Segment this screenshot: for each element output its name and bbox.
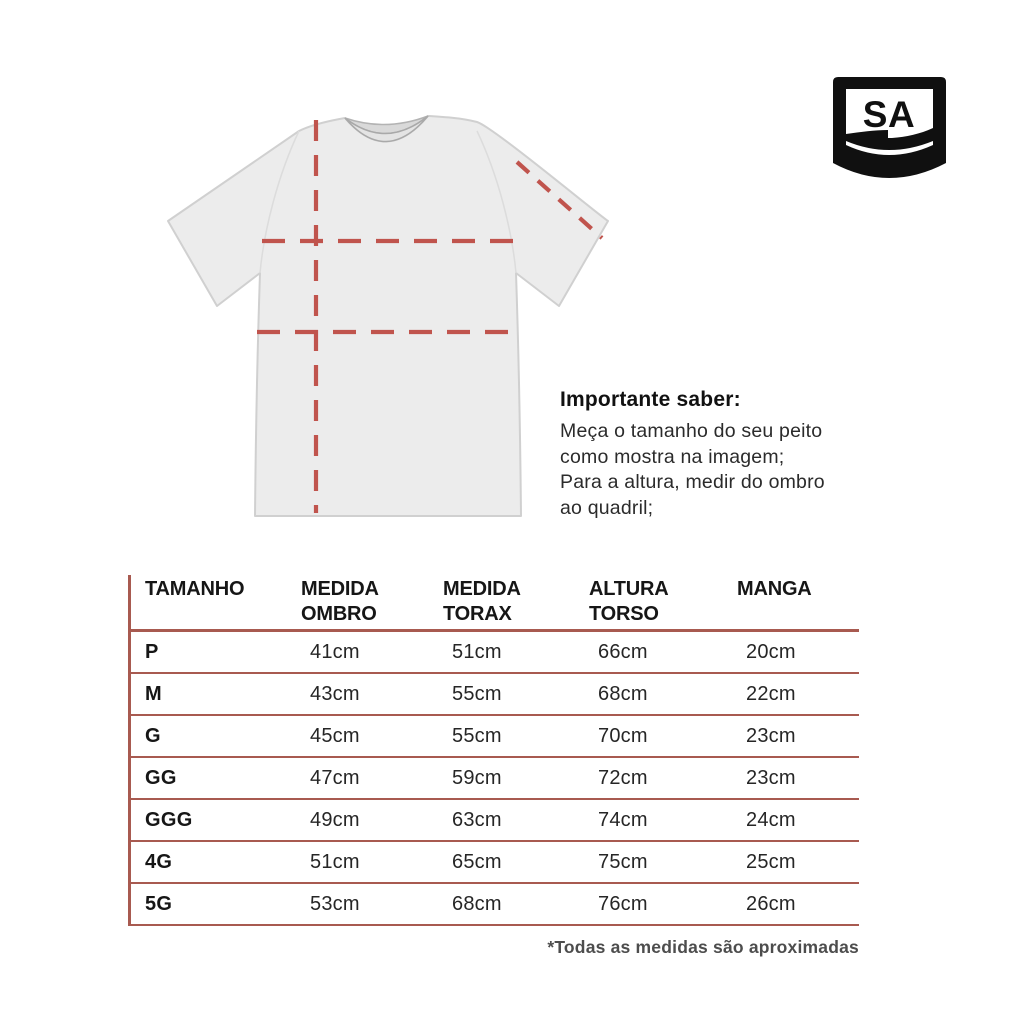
size-cell: 5G (145, 892, 173, 915)
tshirt-body (167, 115, 609, 517)
table-cell: 26cm (746, 892, 796, 915)
table-cell: 45cm (310, 724, 360, 747)
table-header-row: TAMANHO MEDIDA OMBRO MEDIDA TORAX ALTURA… (131, 575, 859, 632)
info-body: Meça o tamanho do seu peito como mostra … (560, 420, 825, 519)
table-cell: 41cm (310, 640, 360, 663)
column-header-medida-torax: MEDIDA TORAX (443, 578, 521, 625)
table-cell: 20cm (746, 640, 796, 663)
size-cell: G (145, 724, 161, 747)
table-cell: 65cm (452, 850, 502, 873)
size-cell: GG (145, 766, 177, 789)
info-block: Importante saber: Meça o tamanho do seu … (560, 388, 905, 521)
column-header-medida-ombro: MEDIDA OMBRO (301, 578, 379, 625)
table-cell: 24cm (746, 808, 796, 831)
table-cell: 74cm (598, 808, 648, 831)
table-cell: 51cm (452, 640, 502, 663)
table-cell: 70cm (598, 724, 648, 747)
table-cell: 23cm (746, 724, 796, 747)
table-cell: 63cm (452, 808, 502, 831)
footnote: *Todas as medidas são aproximadas (547, 937, 859, 957)
table-cell: 75cm (598, 850, 648, 873)
table-cell: 22cm (746, 682, 796, 705)
table-row-g: G 45cm 55cm 70cm 23cm (131, 716, 859, 758)
table-cell: 59cm (452, 766, 502, 789)
size-cell: M (145, 682, 162, 705)
table-cell: 55cm (452, 682, 502, 705)
table-cell: 66cm (598, 640, 648, 663)
table-row-ggg: GGG 49cm 63cm 74cm 24cm (131, 800, 859, 842)
table-cell: 55cm (452, 724, 502, 747)
column-header-tamanho: TAMANHO (145, 578, 245, 600)
sa-logo-swoosh (846, 128, 933, 150)
table-cell: 49cm (310, 808, 360, 831)
table-cell: 53cm (310, 892, 360, 915)
table-cell: 68cm (598, 682, 648, 705)
column-header-manga: MANGA (737, 578, 812, 600)
table-cell: 47cm (310, 766, 360, 789)
info-title: Importante saber: (560, 388, 741, 411)
table-cell: 25cm (746, 850, 796, 873)
table-row-p: P 41cm 51cm 66cm 20cm (131, 632, 859, 674)
tshirt-right-sleeve-seam (476, 130, 517, 274)
sleeve-length-measure-line (515, 160, 604, 240)
size-cell: 4G (145, 850, 173, 873)
table-row-4g: 4G 51cm 65cm 75cm 25cm (131, 842, 859, 884)
table-cell: 68cm (452, 892, 502, 915)
table-cell: 72cm (598, 766, 648, 789)
column-header-altura-torso: ALTURA TORSO (589, 578, 669, 625)
sa-logo-text: SA (863, 94, 915, 135)
size-table: TAMANHO MEDIDA OMBRO MEDIDA TORAX ALTURA… (128, 575, 859, 926)
sa-logo: SA (833, 77, 946, 178)
tshirt-left-sleeve-seam (259, 130, 300, 274)
size-cell: GGG (145, 808, 193, 831)
table-cell: 76cm (598, 892, 648, 915)
table-cell: 23cm (746, 766, 796, 789)
table-cell: 43cm (310, 682, 360, 705)
tshirt-diagram (167, 115, 609, 517)
size-cell: P (145, 640, 159, 663)
table-row-m: M 43cm 55cm 68cm 22cm (131, 674, 859, 716)
table-row-5g: 5G 53cm 68cm 76cm 26cm (131, 884, 859, 926)
table-row-gg: GG 47cm 59cm 72cm 23cm (131, 758, 859, 800)
table-cell: 51cm (310, 850, 360, 873)
tshirt-collar-band (344, 115, 429, 143)
